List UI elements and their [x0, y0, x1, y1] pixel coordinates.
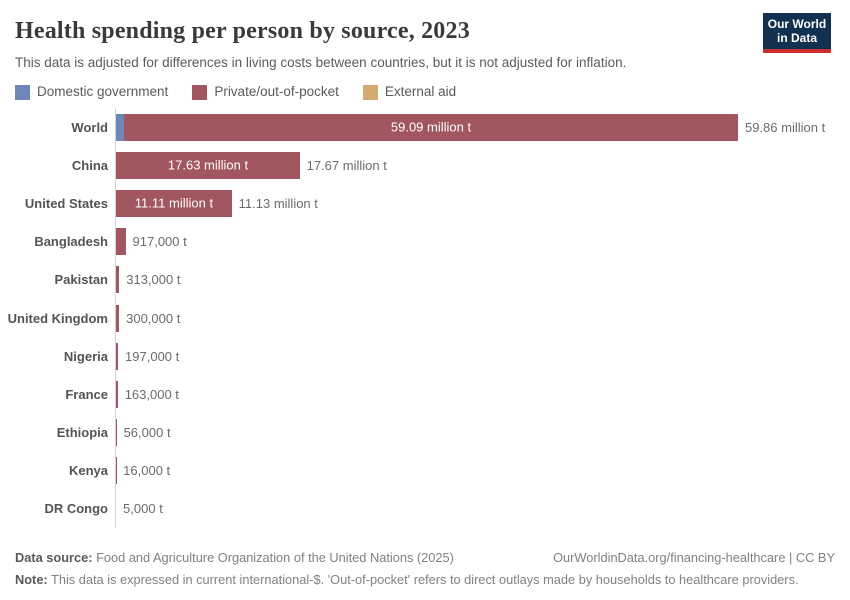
row-entity-label: DR Congo	[44, 501, 108, 517]
legend-swatch-icon	[362, 84, 378, 100]
owid-logo-line2: in Data	[776, 31, 817, 45]
bar-total-value-label: 59.86 million t	[744, 119, 826, 135]
note-text: This data is expressed in current intern…	[51, 572, 799, 587]
row-entity-label: United States	[24, 195, 108, 211]
bar-segment-private-out-of-pocket[interactable]	[116, 266, 120, 294]
note-label: Note:	[15, 572, 48, 587]
legend-item-label: Private/out-of-pocket	[214, 84, 339, 99]
bar-track: 56,000 t	[115, 413, 835, 452]
row-entity-label: United Kingdom	[7, 310, 108, 326]
row-entity-label: World	[71, 119, 108, 135]
bar-track: 11.11 million t 11.13 million t	[115, 184, 835, 223]
legend-item-label: Domestic government	[37, 84, 169, 99]
bar-total-value-label: 163,000 t	[124, 386, 179, 402]
row-entity-label: China	[71, 157, 108, 173]
chart-footer: Data source: Food and Agriculture Organi…	[15, 550, 835, 587]
bar-segment-private-out-of-pocket[interactable]	[116, 228, 126, 256]
bar-chart: World 59.09 million t 59.86 million t China…	[7, 108, 835, 529]
bar-track: 313,000 t	[115, 260, 835, 299]
bar-track: 5,000 t	[115, 489, 835, 529]
bar-total-value-label: 17.67 million t	[306, 157, 387, 173]
bar-total-value-label: 16,000 t	[123, 463, 171, 479]
chart-header: Health spending per person by source, 20…	[0, 0, 850, 71]
bar-track: 197,000 t	[115, 337, 835, 376]
data-source: Data source: Food and Agriculture Organi…	[15, 550, 454, 565]
bar-row: Kenya 16,000 t	[15, 451, 835, 490]
bar-total-value-label: 917,000 t	[132, 234, 187, 250]
bar-row: DR Congo 5,000 t	[15, 489, 835, 529]
bar-total-value-label: 11.13 million t	[238, 195, 318, 211]
legend-item-label: External aid	[384, 84, 457, 99]
bar-track: 59.09 million t 59.86 million t	[115, 108, 835, 147]
bar-inside-value-label: 59.09 million t	[390, 119, 472, 135]
bar-segment-private-out-of-pocket[interactable]: 17.63 million t	[116, 151, 300, 179]
bar-segment-private-out-of-pocket[interactable]: 59.09 million t	[124, 113, 738, 141]
bar-row: United States 11.11 million t 11.13 millio…	[15, 184, 835, 223]
row-entity-label: Nigeria	[63, 348, 108, 364]
bar-segment-private-out-of-pocket[interactable]	[116, 380, 118, 408]
bar-inside-value-label: 17.63 million t	[167, 157, 249, 173]
owid-citation-link[interactable]: OurWorldinData.org/financing-healthcare …	[553, 550, 835, 565]
bar-segment-private-out-of-pocket[interactable]	[116, 419, 117, 447]
data-source-label: Data source:	[15, 550, 93, 565]
bar-track: 16,000 t	[115, 451, 835, 490]
bar-total-value-label: 300,000 t	[126, 310, 181, 326]
legend-item-private-out-of-pocket[interactable]: Private/out-of-pocket	[192, 84, 339, 100]
chart-subtitle: This data is adjusted for differences in…	[15, 55, 627, 70]
legend-item-domestic-government[interactable]: Domestic government	[15, 84, 168, 100]
owid-logo-line1: Our World	[767, 17, 827, 31]
bar-row: World 59.09 million t 59.86 million t	[15, 108, 835, 147]
bar-row: China 17.63 million t 17.67 million t	[15, 146, 835, 185]
bar-segment-domestic-government[interactable]	[116, 113, 124, 141]
bar-segment-private-out-of-pocket[interactable]: 11.11 million t	[116, 189, 232, 217]
legend-swatch-icon	[15, 84, 30, 100]
bar-track: 17.63 million t 17.67 million t	[115, 146, 835, 185]
bar-total-value-label: 197,000 t	[125, 348, 180, 364]
bar-total-value-label: 313,000 t	[126, 272, 181, 288]
bar-track: 163,000 t	[115, 375, 835, 414]
page-title: Health spending per person by source, 20…	[15, 18, 470, 44]
legend-swatch-icon	[192, 84, 208, 100]
bar-row: France 163,000 t	[15, 375, 835, 414]
bar-segment-private-out-of-pocket[interactable]	[116, 342, 119, 370]
row-entity-label: Ethiopia	[56, 425, 108, 441]
chart-legend: Domestic government Private/out-of-pocke…	[15, 84, 835, 100]
bar-total-value-label: 56,000 t	[123, 425, 171, 441]
chart-note: Note: This data is expressed in current …	[15, 572, 835, 587]
bar-row: Bangladesh 917,000 t	[15, 222, 835, 261]
data-source-text: Food and Agriculture Organization of the…	[96, 550, 454, 565]
bar-total-value-label: 5,000 t	[123, 501, 163, 517]
bar-track: 917,000 t	[115, 222, 835, 261]
bar-row: Pakistan 313,000 t	[15, 260, 835, 299]
bar-row: Nigeria 197,000 t	[15, 337, 835, 376]
legend-item-external-aid[interactable]: External aid	[362, 84, 457, 100]
row-entity-label: Kenya	[68, 463, 108, 479]
row-entity-label: Bangladesh	[34, 234, 108, 250]
row-entity-label: France	[65, 386, 108, 402]
bar-row: Ethiopia 56,000 t	[15, 413, 835, 452]
owid-logo[interactable]: Our World in Data	[763, 13, 831, 53]
bar-inside-value-label: 11.11 million t	[134, 195, 214, 211]
bar-segment-private-out-of-pocket[interactable]	[116, 304, 120, 332]
bar-row: United Kingdom 300,000 t	[7, 298, 835, 338]
bar-track: 300,000 t	[115, 298, 835, 338]
row-entity-label: Pakistan	[54, 272, 108, 288]
